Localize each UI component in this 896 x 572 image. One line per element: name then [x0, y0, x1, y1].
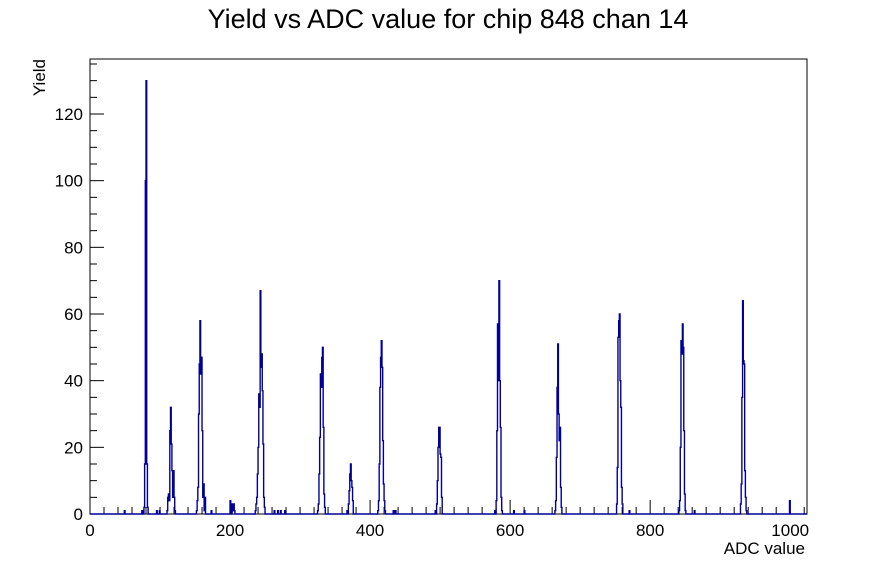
x-tick-label: 400 — [356, 521, 384, 540]
x-tick-label: 1000 — [771, 521, 809, 540]
x-axis-label: ADC value — [724, 539, 805, 558]
y-tick-label: 60 — [64, 305, 83, 324]
x-axis: 0 200 400 600 800 1000 — [85, 500, 809, 540]
histogram-line — [90, 79, 807, 515]
y-axis-label: Yield — [30, 59, 49, 96]
y-axis: 0 20 40 60 80 100 120 — [55, 63, 104, 524]
chart-title: Yield vs ADC value for chip 848 chan 14 — [208, 4, 689, 34]
y-tick-label: 0 — [74, 505, 83, 524]
x-tick-label: 800 — [636, 521, 664, 540]
histogram-bins — [125, 81, 790, 511]
x-tick-label: 200 — [216, 521, 244, 540]
y-tick-label: 80 — [64, 238, 83, 257]
y-tick-label: 20 — [64, 438, 83, 457]
x-tick-label: 0 — [85, 521, 94, 540]
x-tick-label: 600 — [496, 521, 524, 540]
y-tick-label: 120 — [55, 105, 83, 124]
plot-frame — [89, 58, 808, 515]
y-tick-label: 40 — [64, 372, 83, 391]
y-tick-label: 100 — [55, 172, 83, 191]
